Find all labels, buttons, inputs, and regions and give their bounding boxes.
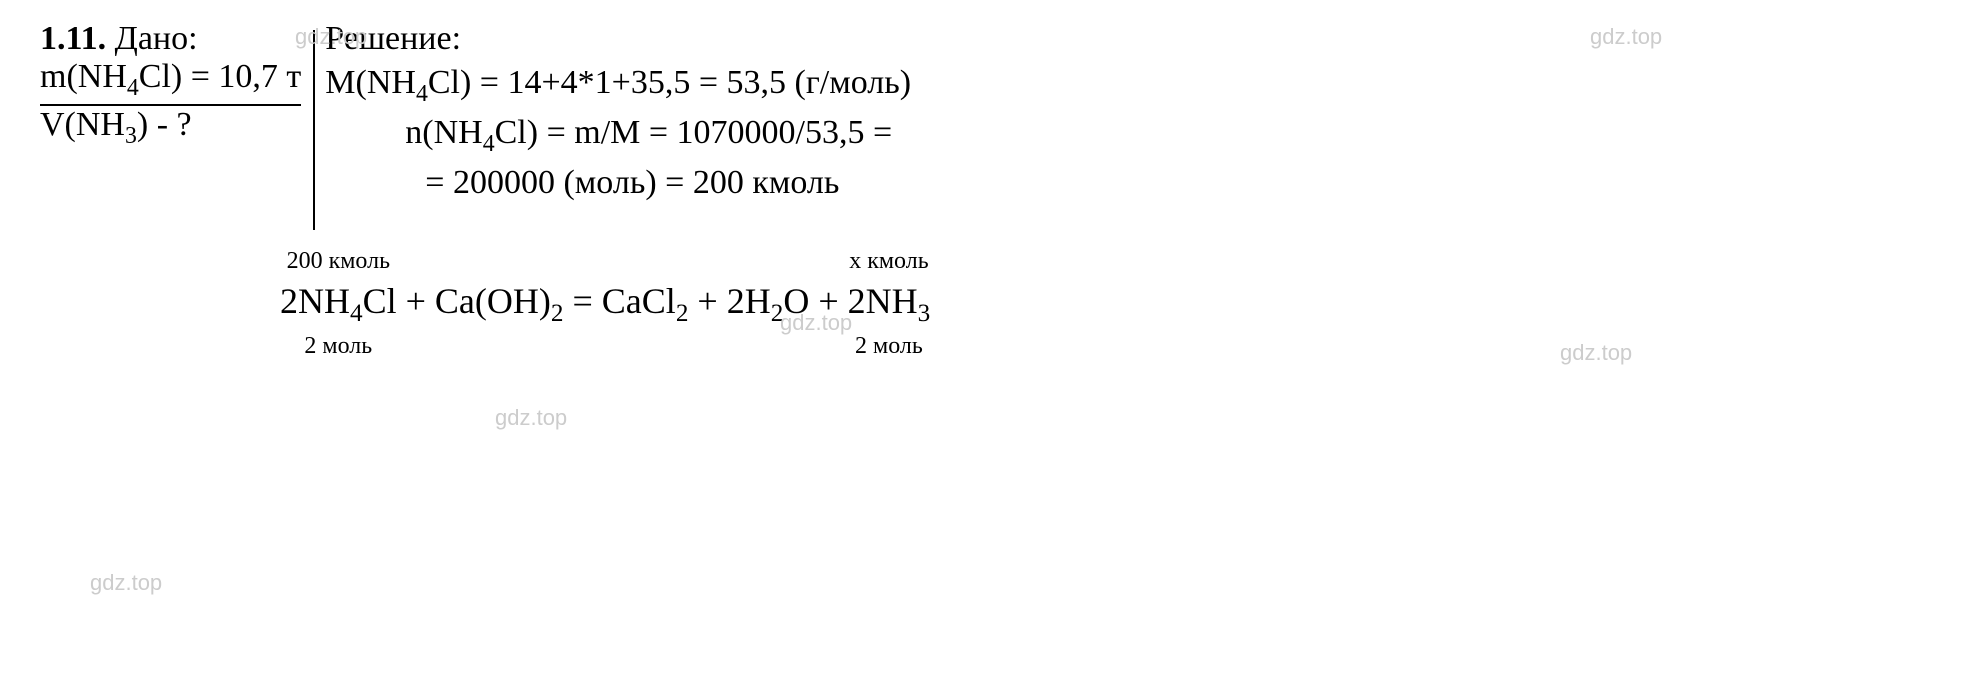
annotation-top-right: х кмоль	[848, 248, 931, 275]
solution-label: Решение:	[325, 20, 911, 58]
find-line: V(NH3) - ?	[40, 106, 301, 150]
solution-block: Решение: M(NH4Cl) = 14+4*1+35,5 = 53,5 (…	[325, 20, 911, 208]
annotation-top-left: 200 кмоль	[280, 248, 397, 275]
watermark: gdz.top	[90, 570, 162, 596]
equation-row: 200 кмоль 2NH4Cl 2 моль + Ca(OH)2 = CaCl…	[280, 280, 930, 328]
watermark: gdz.top	[1560, 340, 1632, 366]
reactant-1: 200 кмоль 2NH4Cl 2 моль	[280, 280, 397, 328]
annotation-bottom-left: 2 моль	[280, 333, 397, 360]
moles-line-1: n(NH4Cl) = m/M = 1070000/53,5 =	[325, 114, 911, 158]
given-label: Дано:	[115, 20, 198, 57]
plus-1: +	[406, 281, 435, 321]
given-block: 1.11. Дано: m(NH4Cl) = 10,7 т V(NH3) - ?	[40, 20, 301, 150]
moles-line-2: = 200000 (моль) = 200 кмоль	[325, 164, 911, 202]
problem-layout: 1.11. Дано: m(NH4Cl) = 10,7 т V(NH3) - ?…	[40, 20, 1933, 230]
equation-section: 200 кмоль 2NH4Cl 2 моль + Ca(OH)2 = CaCl…	[40, 280, 1933, 328]
watermark: gdz.top	[495, 405, 567, 431]
reactant-2: Ca(OH)2	[435, 280, 564, 328]
mass-line: m(NH4Cl) = 10,7 т	[40, 58, 301, 106]
problem-header: 1.11. Дано:	[40, 20, 301, 58]
product-2: 2H2O	[727, 280, 810, 328]
molar-mass-line: M(NH4Cl) = 14+4*1+35,5 = 53,5 (г/моль)	[325, 64, 911, 108]
plus-3: +	[818, 281, 847, 321]
product-3: х кмоль 2NH3 2 моль	[848, 280, 931, 328]
product-1: CaCl2	[602, 280, 689, 328]
problem-number: 1.11.	[40, 20, 106, 57]
annotation-bottom-right: 2 моль	[848, 333, 931, 360]
divider	[313, 30, 315, 230]
plus-2: +	[697, 281, 726, 321]
equals: =	[572, 281, 601, 321]
